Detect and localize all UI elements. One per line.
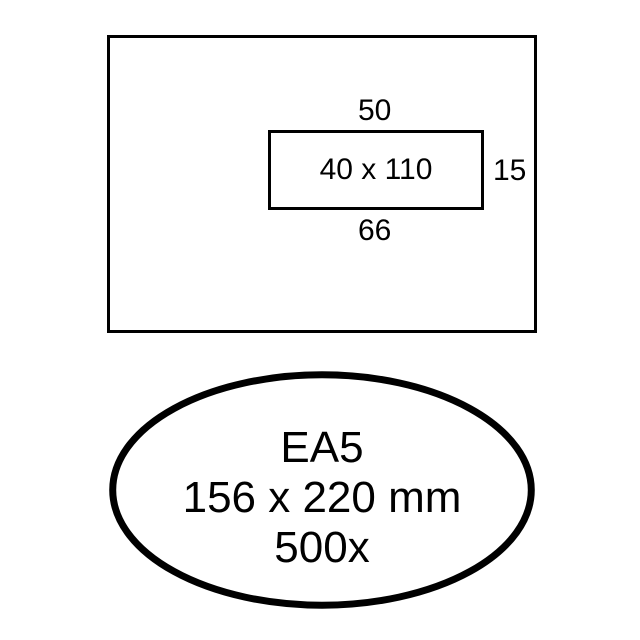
- diagram-stage: 40 x 110 50 15 66 EA5 156 x 220 mm 500x: [0, 0, 640, 640]
- dim-top: 50: [358, 96, 391, 126]
- spec-ellipse: EA5 156 x 220 mm 500x: [104, 370, 540, 610]
- ellipse-line-1: EA5: [104, 423, 540, 474]
- envelope-window: 40 x 110: [268, 130, 484, 210]
- dim-bottom: 66: [358, 216, 391, 246]
- dim-right: 15: [493, 156, 526, 186]
- ellipse-line-3: 500x: [104, 523, 540, 574]
- window-dimension-label: 40 x 110: [320, 155, 433, 185]
- ellipse-line-2: 156 x 220 mm: [104, 473, 540, 524]
